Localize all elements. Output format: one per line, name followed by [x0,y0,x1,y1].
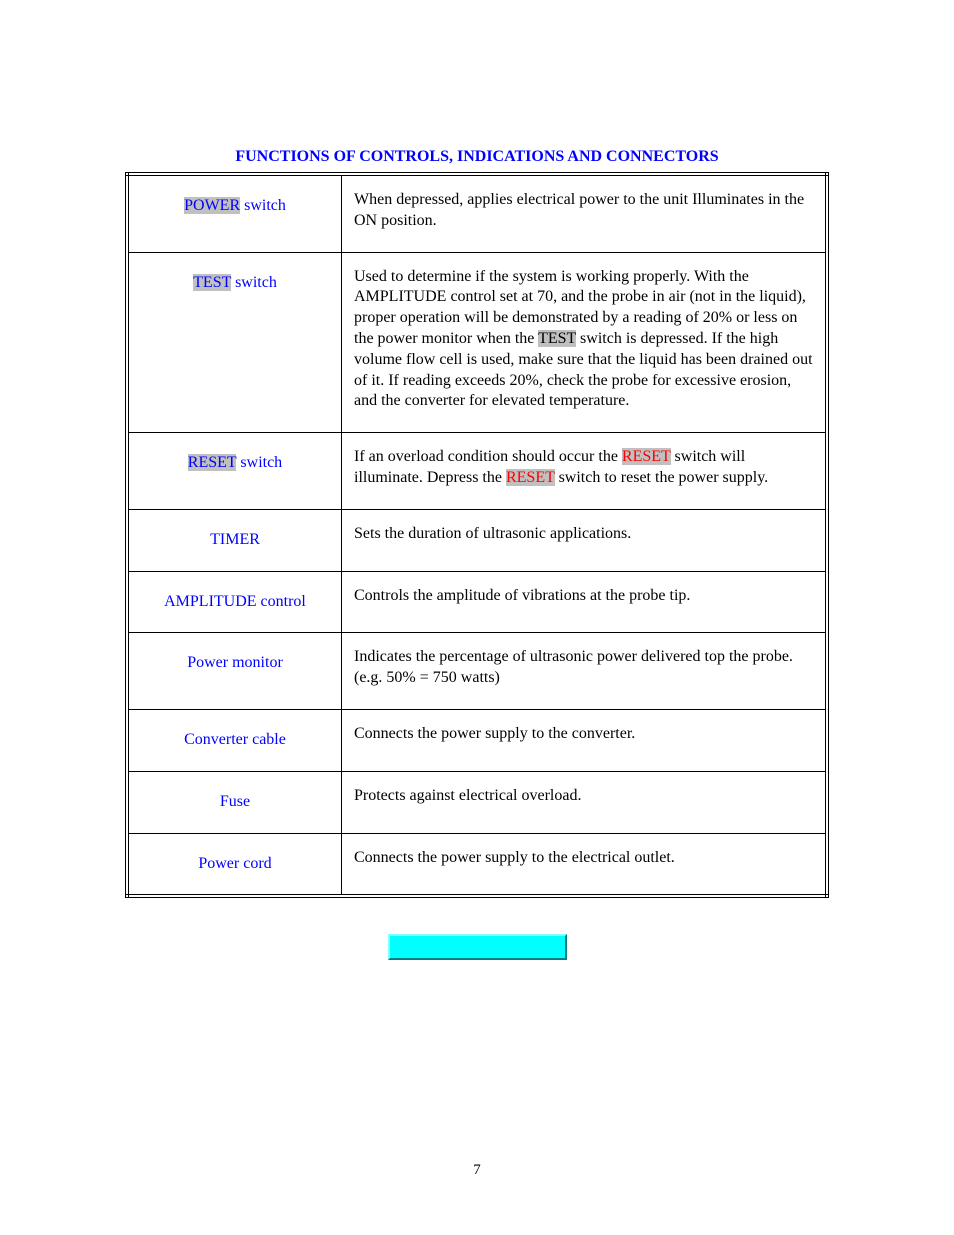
control-label: Power monitor [127,633,342,710]
table-row: AMPLITUDE controlControls the amplitude … [127,571,827,633]
control-description: Protects against electrical overload. [342,771,828,833]
table-row: RESET switchIf an overload condition sho… [127,433,827,510]
contents-button[interactable] [388,934,567,960]
section-title: FUNCTIONS OF CONTROLS, INDICATIONS AND C… [125,148,829,166]
table-row: Converter cableConnects the power supply… [127,709,827,771]
control-label: Fuse [127,771,342,833]
control-description: Controls the amplitude of vibrations at … [342,571,828,633]
table-row: Power cordConnects the power supply to t… [127,833,827,896]
control-label: Converter cable [127,709,342,771]
control-label: TIMER [127,509,342,571]
table-row: POWER switchWhen depressed, applies elec… [127,174,827,252]
control-description: Used to determine if the system is worki… [342,252,828,433]
control-label: POWER switch [127,174,342,252]
table-row: TIMERSets the duration of ultrasonic app… [127,509,827,571]
control-description: Connects the power supply to the convert… [342,709,828,771]
table-row: TEST switchUsed to determine if the syst… [127,252,827,433]
document-page: FUNCTIONS OF CONTROLS, INDICATIONS AND C… [0,0,954,960]
control-label: TEST switch [127,252,342,433]
control-description: Indicates the percentage of ultrasonic p… [342,633,828,710]
controls-table-body: POWER switchWhen depressed, applies elec… [127,174,827,896]
control-description: Connects the power supply to the electri… [342,833,828,896]
page-number: 7 [0,1162,954,1179]
table-row: FuseProtects against electrical overload… [127,771,827,833]
control-description: When depressed, applies electrical power… [342,174,828,252]
control-label: AMPLITUDE control [127,571,342,633]
table-row: Power monitorIndicates the percentage of… [127,633,827,710]
control-label: RESET switch [127,433,342,510]
control-description: If an overload condition should occur th… [342,433,828,510]
control-description: Sets the duration of ultrasonic applicat… [342,509,828,571]
controls-table: POWER switchWhen depressed, applies elec… [125,172,829,898]
control-label: Power cord [127,833,342,896]
